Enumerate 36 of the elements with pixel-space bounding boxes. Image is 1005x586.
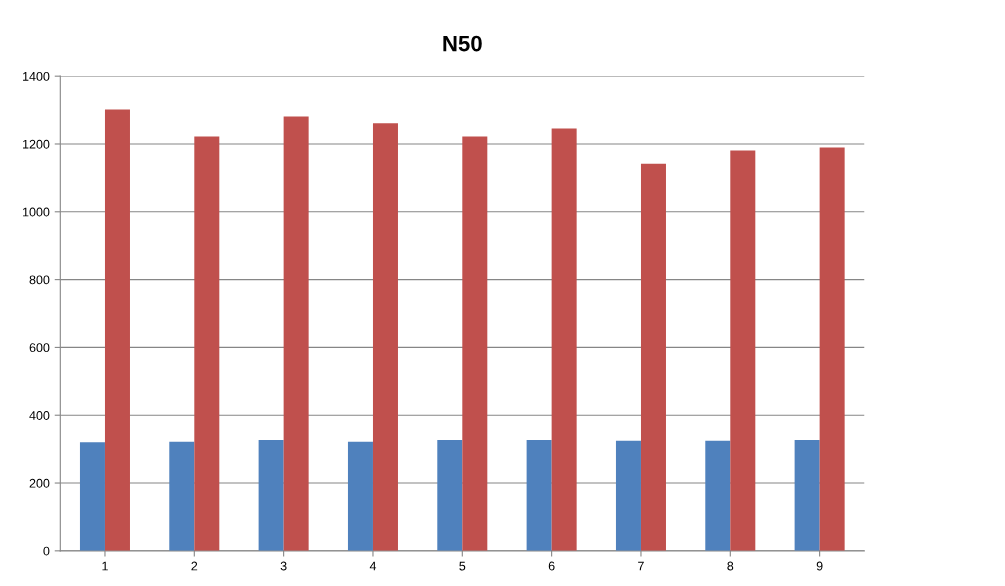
x-tick-label: 9: [816, 561, 823, 571]
x-tick-label: 8: [727, 561, 734, 571]
bar: [819, 147, 845, 551]
bar: [283, 116, 309, 551]
bar: [794, 439, 820, 551]
x-tick-label: 4: [369, 561, 377, 571]
x-tick-label: 3: [280, 561, 287, 571]
bar: [79, 442, 105, 551]
bar: [194, 136, 220, 551]
y-tick-label: 1000: [23, 207, 50, 217]
bar: [640, 163, 666, 551]
bar: [705, 440, 731, 551]
bar: [372, 123, 398, 551]
y-tick-label: 800: [29, 275, 50, 285]
x-tick-label: 6: [548, 561, 555, 571]
bar: [462, 136, 488, 551]
bar: [437, 439, 463, 551]
y-tick-label: 1200: [23, 139, 50, 149]
x-tick-label: 5: [459, 561, 466, 571]
bar: [526, 439, 552, 551]
bar: [347, 441, 373, 551]
bar: [615, 440, 641, 551]
x-tick-label: 7: [638, 561, 644, 571]
y-tick-label: 1400: [23, 71, 50, 81]
bar: [169, 441, 195, 551]
y-tick-label: 400: [29, 411, 50, 420]
y-tick-label: 200: [29, 478, 50, 488]
bar: [730, 150, 756, 551]
bar: [258, 439, 284, 551]
y-tick-label: 0: [43, 546, 50, 556]
y-tick-label: 600: [29, 343, 50, 353]
bar: [551, 128, 577, 551]
bar: [104, 109, 130, 551]
x-tick-label: 1: [102, 561, 108, 571]
chart-title: N50: [443, 35, 482, 52]
x-tick-label: 2: [191, 561, 198, 571]
